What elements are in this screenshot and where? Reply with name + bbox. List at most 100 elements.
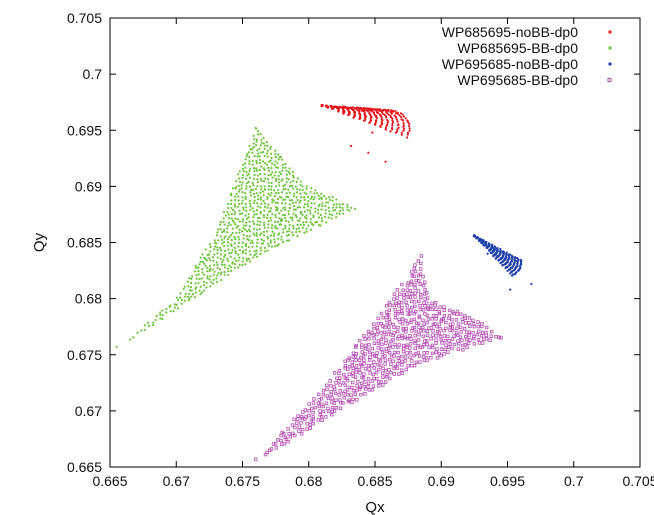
data-point bbox=[280, 191, 284, 194]
data-point bbox=[423, 339, 427, 343]
data-point bbox=[229, 223, 232, 226]
data-point bbox=[258, 158, 262, 161]
data-point bbox=[362, 334, 366, 338]
data-point bbox=[325, 201, 328, 204]
data-point bbox=[413, 346, 417, 351]
data-point bbox=[264, 177, 267, 180]
data-point bbox=[287, 432, 291, 436]
data-point bbox=[240, 202, 244, 205]
data-point bbox=[349, 393, 353, 397]
data-point bbox=[305, 217, 308, 220]
data-point bbox=[456, 333, 460, 337]
data-point bbox=[511, 273, 514, 276]
x-tick-label: 0.685 bbox=[357, 473, 392, 489]
data-point bbox=[320, 217, 324, 220]
data-point bbox=[372, 111, 376, 114]
data-point bbox=[263, 209, 266, 212]
data-point bbox=[294, 185, 297, 188]
data-point bbox=[282, 188, 285, 191]
data-point bbox=[249, 205, 252, 208]
data-point bbox=[298, 219, 301, 222]
data-point bbox=[298, 206, 302, 209]
data-point bbox=[456, 322, 461, 326]
data-point bbox=[251, 245, 254, 248]
data-point bbox=[202, 284, 205, 287]
data-point bbox=[378, 108, 381, 111]
legend-item: WP685695-BB-dp0 bbox=[457, 40, 612, 56]
data-point bbox=[481, 238, 484, 241]
data-point bbox=[387, 343, 392, 347]
data-point bbox=[333, 387, 337, 392]
data-point bbox=[237, 241, 241, 244]
data-point bbox=[275, 185, 278, 188]
data-point bbox=[229, 202, 233, 205]
data-point bbox=[351, 355, 355, 359]
data-point bbox=[303, 216, 306, 219]
data-point bbox=[219, 273, 222, 276]
data-point bbox=[241, 245, 244, 249]
data-point bbox=[468, 338, 472, 342]
data-point bbox=[309, 228, 313, 231]
data-point bbox=[391, 122, 394, 125]
data-point bbox=[266, 242, 269, 245]
data-point bbox=[331, 199, 334, 202]
data-point bbox=[222, 220, 225, 223]
data-point bbox=[320, 197, 323, 200]
data-point bbox=[215, 234, 219, 237]
data-point bbox=[234, 223, 237, 226]
data-point bbox=[318, 203, 321, 206]
data-point bbox=[434, 334, 438, 338]
data-point bbox=[329, 389, 333, 394]
data-point bbox=[285, 173, 288, 176]
data-point bbox=[400, 311, 405, 316]
data-point bbox=[367, 336, 371, 341]
data-point bbox=[281, 166, 284, 169]
data-point bbox=[380, 342, 384, 347]
data-point bbox=[396, 312, 400, 316]
data-point bbox=[256, 155, 259, 158]
data-point bbox=[179, 296, 182, 299]
data-point bbox=[206, 266, 209, 270]
data-point bbox=[248, 155, 251, 158]
data-point bbox=[396, 356, 401, 360]
data-point bbox=[452, 334, 456, 338]
data-point bbox=[379, 124, 382, 127]
data-point bbox=[274, 177, 278, 180]
data-point bbox=[376, 316, 380, 321]
data-point bbox=[287, 239, 291, 242]
data-point bbox=[217, 228, 220, 231]
data-point bbox=[366, 107, 369, 110]
data-point bbox=[358, 338, 362, 343]
data-point bbox=[241, 167, 244, 170]
data-point bbox=[251, 147, 254, 150]
data-point bbox=[326, 409, 331, 413]
data-point bbox=[224, 214, 227, 217]
data-point bbox=[249, 191, 252, 194]
data-point bbox=[295, 421, 299, 425]
data-point bbox=[312, 215, 315, 219]
data-point bbox=[317, 404, 322, 409]
data-point bbox=[288, 227, 291, 230]
data-point bbox=[450, 317, 454, 322]
data-point bbox=[154, 318, 157, 322]
data-point bbox=[259, 246, 262, 249]
data-point bbox=[247, 172, 250, 176]
data-point bbox=[180, 298, 183, 301]
data-point bbox=[368, 355, 372, 359]
data-point bbox=[382, 108, 386, 112]
data-point bbox=[296, 177, 299, 180]
data-point bbox=[434, 314, 439, 318]
data-point bbox=[267, 188, 270, 191]
data-point bbox=[417, 354, 422, 358]
data-point bbox=[418, 304, 422, 308]
data-point bbox=[332, 409, 337, 413]
data-point bbox=[323, 215, 327, 218]
data-point bbox=[299, 217, 302, 220]
data-point bbox=[354, 351, 359, 356]
data-point bbox=[339, 400, 343, 405]
data-point bbox=[418, 307, 423, 312]
data-point bbox=[179, 292, 182, 295]
data-point bbox=[452, 311, 456, 316]
data-point bbox=[334, 406, 339, 410]
data-point bbox=[184, 292, 187, 296]
